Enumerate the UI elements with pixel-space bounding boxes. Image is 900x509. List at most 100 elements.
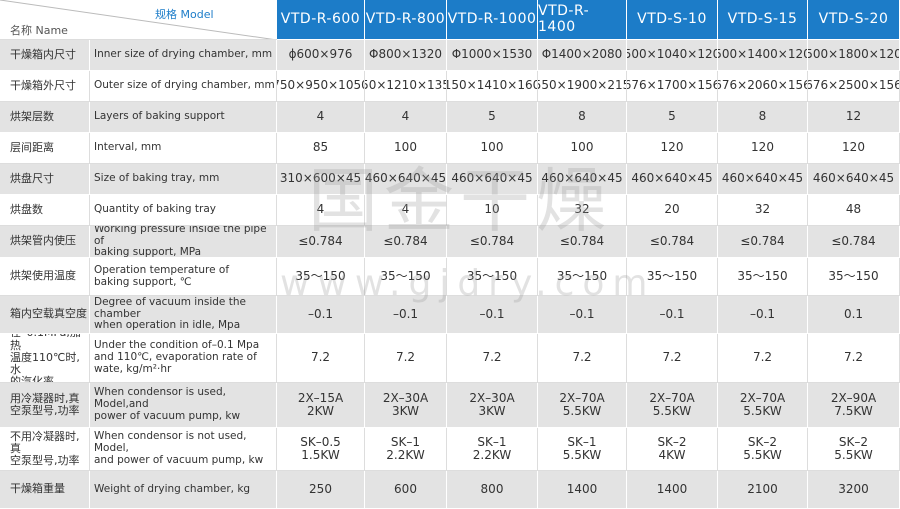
value-cell: 5 [627, 102, 718, 133]
value-cell: 7.2 [447, 334, 538, 383]
value-cell: 460×640×45 [627, 164, 718, 195]
value-cell: 460×640×45 [808, 164, 900, 195]
value-cell: 2X–70A 5.5KW [718, 383, 808, 428]
value-cell: 460×640×45 [718, 164, 808, 195]
value-cell: –0.1 [718, 296, 808, 334]
row-label-en: Weight of drying chamber, kg [90, 471, 277, 509]
value-cell: SK–2 4KW [627, 428, 718, 471]
value-cell: 35～150 [365, 258, 447, 296]
row-label-cn: 在–0.1MPa,加热 温度110℃时,水 的汽化率 [0, 334, 90, 383]
row-label-cn: 不用冷凝器时,真 空泵型号,功率 [0, 428, 90, 471]
value-cell: 0.1 [808, 296, 900, 334]
value-cell: 310×600×45 [277, 164, 365, 195]
model-header: VTD-R-1000 [447, 0, 538, 40]
value-cell: ≤0.784 [277, 226, 365, 258]
value-cell: SK–2 5.5KW [808, 428, 900, 471]
model-header: VTD-S-10 [627, 0, 718, 40]
row-label-en: Interval, mm [90, 133, 277, 164]
value-cell: SK–1 2.2KW [365, 428, 447, 471]
value-cell: SK–1 5.5KW [538, 428, 627, 471]
value-cell: 460×640×45 [447, 164, 538, 195]
value-cell: 800 [447, 471, 538, 509]
value-cell: 5 [447, 102, 538, 133]
value-cell: 48 [808, 195, 900, 226]
value-cell: 460×640×45 [365, 164, 447, 195]
value-cell: 8 [718, 102, 808, 133]
row-label-cn: 用冷凝器时,真 空泵型号,功率 [0, 383, 90, 428]
model-header: VTD-R-800 [365, 0, 447, 40]
value-cell: 3200 [808, 471, 900, 509]
value-cell: 2X–90A 7.5KW [808, 383, 900, 428]
value-cell: 12 [808, 102, 900, 133]
value-cell: 120 [808, 133, 900, 164]
corner-model: 规格 Model [155, 8, 214, 21]
value-cell: 35～150 [447, 258, 538, 296]
model-header: VTD-R-600 [277, 0, 365, 40]
value-cell: ≤0.784 [538, 226, 627, 258]
value-cell: 35～150 [808, 258, 900, 296]
value-cell: 460×640×45 [538, 164, 627, 195]
value-cell: 7.2 [718, 334, 808, 383]
value-cell: 7.2 [365, 334, 447, 383]
value-cell: 7.2 [627, 334, 718, 383]
value-cell: 4 [277, 102, 365, 133]
value-cell: SK–0.5 1.5KW [277, 428, 365, 471]
corner-diagonal [0, 0, 277, 40]
row-label-cn: 箱内空载真空度 [0, 296, 90, 334]
value-cell: Φ800×1320 [365, 40, 447, 71]
value-cell: 85 [277, 133, 365, 164]
row-label-cn: 烘架层数 [0, 102, 90, 133]
value-cell: 100 [538, 133, 627, 164]
value-cell: ≤0.784 [365, 226, 447, 258]
value-cell: 120 [627, 133, 718, 164]
value-cell: 2X–15A 2KW [277, 383, 365, 428]
value-cell: 1550×1900×2150 [538, 71, 627, 102]
value-cell: Φ1400×2080 [538, 40, 627, 71]
value-cell: 32 [538, 195, 627, 226]
value-cell: 4 [365, 195, 447, 226]
row-label-en: Working pressure inside the pipe of baki… [90, 226, 277, 258]
value-cell: 4 [277, 195, 365, 226]
row-label-en: Quantity of baking tray [90, 195, 277, 226]
value-cell: 2X–70A 5.5KW [538, 383, 627, 428]
row-label-cn: 干燥箱重量 [0, 471, 90, 509]
value-cell: SK–2 5.5KW [718, 428, 808, 471]
value-cell: 1676×2060×1564 [718, 71, 808, 102]
row-label-en: Layers of baking support [90, 102, 277, 133]
row-label-en: When condensor is used, Model,and power … [90, 383, 277, 428]
value-cell: 35～150 [277, 258, 365, 296]
value-cell: 7.2 [277, 334, 365, 383]
value-cell: –0.1 [627, 296, 718, 334]
value-cell: ≤0.784 [627, 226, 718, 258]
value-cell: 750×950×1050 [277, 71, 365, 102]
value-cell: 20 [627, 195, 718, 226]
value-cell: 1150×1410×1600 [447, 71, 538, 102]
row-label-en: Size of baking tray, mm [90, 164, 277, 195]
value-cell: 4 [365, 102, 447, 133]
value-cell: 7.2 [538, 334, 627, 383]
value-cell: 100 [447, 133, 538, 164]
value-cell: 7.2 [808, 334, 900, 383]
value-cell: ≤0.784 [718, 226, 808, 258]
row-label-cn: 干燥箱内尺寸 [0, 40, 90, 71]
value-cell: 2X–30A 3KW [365, 383, 447, 428]
row-label-cn: 烘盘尺寸 [0, 164, 90, 195]
value-cell: SK–1 2.2KW [447, 428, 538, 471]
row-label-en: Operation temperature of baking support,… [90, 258, 277, 296]
value-cell: –0.1 [538, 296, 627, 334]
value-cell: 32 [718, 195, 808, 226]
value-cell: ϕ600×976 [277, 40, 365, 71]
value-cell: 100 [365, 133, 447, 164]
value-cell: 1400 [627, 471, 718, 509]
value-cell: 120 [718, 133, 808, 164]
model-header: VTD-S-15 [718, 0, 808, 40]
row-label-cn: 烘架管内使压 [0, 226, 90, 258]
value-cell: 1676×2500×1564 [808, 71, 900, 102]
value-cell: 1676×1700×1564 [627, 71, 718, 102]
model-header: VTD-R-1400 [538, 0, 627, 40]
